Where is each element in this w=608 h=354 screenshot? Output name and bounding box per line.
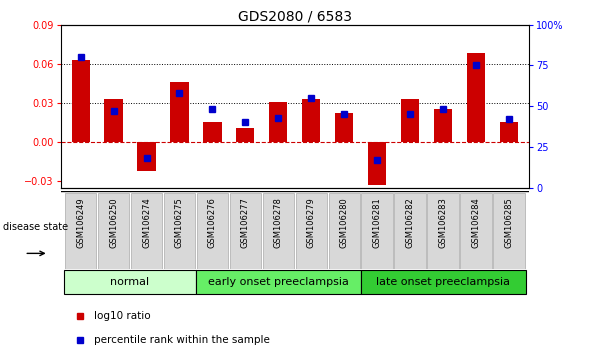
Text: GSM106250: GSM106250: [109, 198, 118, 248]
FancyBboxPatch shape: [196, 194, 228, 269]
Text: late onset preeclampsia: late onset preeclampsia: [376, 277, 510, 287]
Bar: [137, 142, 156, 171]
FancyBboxPatch shape: [263, 194, 294, 269]
Bar: [368, 142, 386, 185]
Text: GSM106277: GSM106277: [241, 198, 250, 248]
Bar: [105, 99, 123, 142]
FancyBboxPatch shape: [65, 194, 97, 269]
Text: GSM106279: GSM106279: [307, 198, 316, 248]
Text: GSM106282: GSM106282: [406, 198, 415, 248]
Bar: [237, 128, 255, 142]
FancyBboxPatch shape: [427, 194, 459, 269]
FancyBboxPatch shape: [196, 270, 361, 294]
Text: GSM106280: GSM106280: [340, 198, 349, 248]
FancyBboxPatch shape: [230, 194, 261, 269]
Text: GSM106249: GSM106249: [76, 198, 85, 248]
Text: disease state: disease state: [3, 222, 68, 232]
FancyBboxPatch shape: [395, 194, 426, 269]
Text: percentile rank within the sample: percentile rank within the sample: [94, 335, 269, 345]
Text: early onset preeclampsia: early onset preeclampsia: [208, 277, 349, 287]
Bar: [401, 99, 420, 142]
FancyBboxPatch shape: [295, 194, 327, 269]
Text: GSM106276: GSM106276: [208, 198, 217, 248]
Title: GDS2080 / 6583: GDS2080 / 6583: [238, 10, 352, 24]
FancyBboxPatch shape: [361, 270, 526, 294]
FancyBboxPatch shape: [98, 194, 130, 269]
FancyBboxPatch shape: [493, 194, 525, 269]
FancyBboxPatch shape: [131, 194, 162, 269]
Text: GSM106275: GSM106275: [175, 198, 184, 248]
Text: log10 ratio: log10 ratio: [94, 310, 150, 321]
FancyBboxPatch shape: [64, 270, 196, 294]
Text: GSM106278: GSM106278: [274, 198, 283, 248]
Text: GSM106281: GSM106281: [373, 198, 382, 248]
Bar: [72, 60, 89, 142]
Text: GSM106284: GSM106284: [472, 198, 481, 248]
Bar: [302, 99, 320, 142]
FancyBboxPatch shape: [164, 194, 195, 269]
Bar: [500, 122, 518, 142]
Bar: [335, 113, 353, 142]
Text: GSM106283: GSM106283: [439, 198, 447, 248]
FancyBboxPatch shape: [460, 194, 492, 269]
FancyBboxPatch shape: [362, 194, 393, 269]
FancyBboxPatch shape: [328, 194, 360, 269]
Text: GSM106285: GSM106285: [505, 198, 514, 248]
Bar: [467, 53, 485, 142]
Text: normal: normal: [111, 277, 150, 287]
Bar: [434, 109, 452, 142]
Bar: [204, 122, 221, 142]
Bar: [269, 102, 288, 142]
Bar: [170, 82, 188, 142]
Text: GSM106274: GSM106274: [142, 198, 151, 248]
